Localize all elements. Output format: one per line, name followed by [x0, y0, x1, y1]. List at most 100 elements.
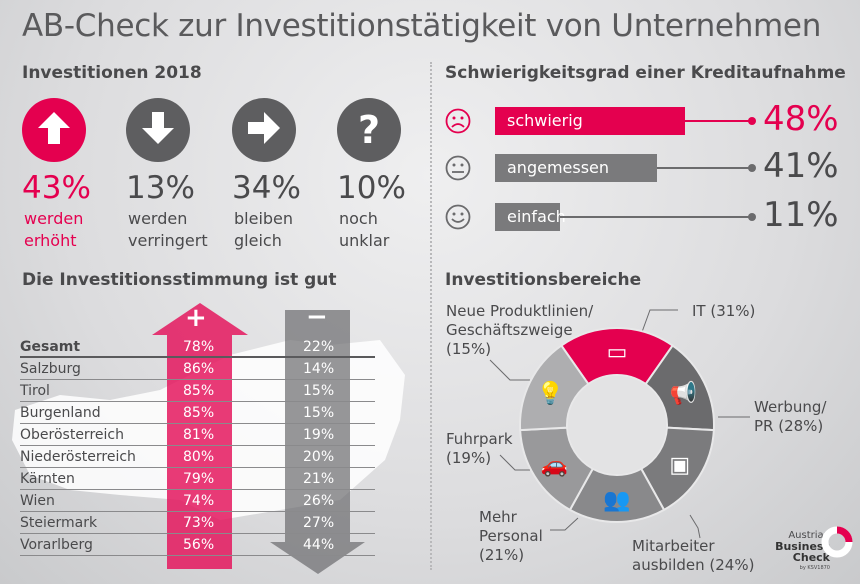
plus-value: 85% [183, 383, 215, 399]
kredit-pct: 11% [763, 195, 839, 235]
kredit-bar: schwierig [495, 107, 686, 135]
kredit-dot [748, 117, 756, 125]
label-it: IT (31%) [692, 302, 756, 320]
bereiche-heading: Investitionsbereiche [445, 270, 642, 290]
neutral-face-icon [445, 155, 471, 185]
label-neue: Neue Produktlinien/Geschäftszweige (15%) [446, 302, 593, 359]
investition-label-1: werden [24, 209, 84, 228]
kredit-pct: 48% [763, 99, 839, 139]
logo-line1: Austrian [788, 530, 830, 541]
region-name: Burgenland [20, 405, 101, 421]
plus-value: 86% [183, 361, 215, 377]
kredit-bar: einfach [495, 203, 566, 231]
table-row: Gesamt 78% 22% [20, 336, 375, 358]
label-mitarbeiter-line1: Mitarbeiter [632, 537, 715, 555]
donut-segment-neue-produktlinien-gesch-ftszweige [519, 344, 590, 432]
arrow-up-circle [22, 98, 86, 162]
region-name: Oberösterreich [20, 427, 124, 443]
table-row: Salzburg 86% 14% [20, 358, 375, 380]
happy-face-icon [445, 204, 471, 234]
table-row: Vorarlberg 56% 44% [20, 534, 375, 556]
arrow-right-circle [232, 98, 296, 162]
stimmung-heading: Die Investitionsstimmung ist gut [22, 270, 337, 290]
logo: Austrian Business Check by KSV1870 [770, 530, 830, 574]
question-circle: ? [337, 98, 401, 162]
minus-arrow [270, 310, 365, 574]
logo-line2: Business [775, 540, 830, 553]
region-name: Vorarlberg [20, 537, 93, 553]
plus-value: 56% [183, 537, 215, 553]
kredit-line [560, 216, 752, 218]
minus-value: 22% [303, 339, 335, 355]
investition-label-1: bleiben [234, 209, 294, 228]
arrow-up-icon [34, 108, 74, 152]
investition-pct: 10% [337, 170, 406, 206]
logo-mark [821, 526, 853, 558]
minus-value: 44% [303, 537, 335, 553]
minus-value: 15% [303, 405, 335, 421]
table-row: Steiermark 73% 27% [20, 512, 375, 534]
investition-label-2: gleich [234, 231, 282, 250]
label-fuhrpark-line1: Fuhrpark [446, 430, 513, 448]
table-row: Niederösterreich 80% 20% [20, 446, 375, 468]
minus-value: 27% [303, 515, 335, 531]
donut-hole [568, 376, 666, 474]
table-row: Burgenland 85% 15% [20, 402, 375, 424]
leader-lines [489, 309, 750, 539]
kredit-heading: Schwierigkeitsgrad einer Kreditaufnahme [445, 63, 846, 83]
sad-face-icon [445, 108, 471, 138]
table-row: Oberösterreich 81% 19% [20, 424, 375, 446]
investition-label-1: noch [339, 209, 378, 228]
label-mitarbeiter-line2: ausbilden (24%) [632, 556, 755, 574]
label-personal-line1: Mehr [479, 508, 517, 526]
label-mitarbeiter: Mitarbeiter ausbilden (24%) [632, 537, 754, 575]
lightbulb-icon: 💡 [537, 381, 564, 407]
investition-pct: 43% [22, 170, 91, 206]
minus-value: 20% [303, 449, 335, 465]
minus-icon: − [306, 302, 328, 332]
car-icon: 🚗 [541, 453, 568, 478]
investition-pct: 34% [232, 170, 301, 206]
plus-value: 78% [183, 339, 215, 355]
investition-label-2: unklar [339, 231, 390, 250]
investition-label-2: erhöht [24, 231, 77, 250]
label-werbung-line1: Werbung/ [754, 398, 827, 416]
label-werbung-line2: PR (28%) [754, 417, 824, 435]
plus-value: 79% [183, 471, 215, 487]
region-name: Steiermark [20, 515, 98, 531]
kredit-bar: angemessen [495, 154, 658, 182]
plus-value: 73% [183, 515, 215, 531]
region-name: Kärnten [20, 471, 75, 487]
arrow-down-icon [138, 108, 178, 152]
minus-value: 14% [303, 361, 335, 377]
region-name: Wien [20, 493, 55, 509]
minus-value: 21% [303, 471, 335, 487]
plus-arrow [152, 303, 248, 569]
label-fuhrpark-line2: (19%) [446, 449, 492, 467]
table-row: Tirol 85% 15% [20, 380, 375, 402]
investition-pct: 13% [126, 170, 195, 206]
region-name: Gesamt [20, 339, 81, 355]
logo-line3: Check [792, 551, 830, 564]
region-name: Tirol [20, 383, 50, 399]
plus-icon: + [185, 303, 207, 333]
logo-line4: by KSV1870 [799, 565, 830, 571]
table-row: Wien 74% 26% [20, 490, 375, 512]
devices-icon: ▭ [607, 340, 628, 365]
question-icon: ? [357, 108, 381, 152]
region-name: Niederösterreich [20, 449, 136, 465]
minus-value: 19% [303, 427, 335, 443]
investition-label-1: werden [128, 209, 188, 228]
divider [430, 62, 432, 570]
label-werbung: Werbung/PR (28%) [754, 398, 826, 436]
kredit-line [685, 120, 752, 122]
kredit-dot [748, 164, 756, 172]
label-personal-line2: Personal [479, 527, 543, 545]
plus-value: 85% [183, 405, 215, 421]
megaphone-icon: 📢 [670, 381, 697, 407]
region-name: Salzburg [20, 361, 81, 377]
plus-value: 74% [183, 493, 215, 509]
minus-value: 26% [303, 493, 335, 509]
table-row: Kärnten 79% 21% [20, 468, 375, 490]
arrow-right-icon [244, 108, 284, 152]
